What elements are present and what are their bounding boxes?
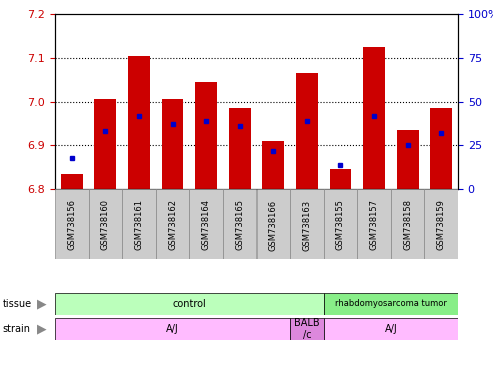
- Text: GSM738160: GSM738160: [101, 200, 110, 250]
- Bar: [195, 82, 217, 189]
- Bar: [128, 56, 150, 189]
- Text: GSM738161: GSM738161: [135, 200, 143, 250]
- Bar: [122, 189, 156, 259]
- Bar: [162, 99, 183, 189]
- Text: A/J: A/J: [385, 324, 397, 334]
- Bar: [290, 189, 324, 259]
- Bar: [55, 293, 324, 315]
- Bar: [229, 108, 250, 189]
- Text: GSM738156: GSM738156: [67, 200, 76, 250]
- Bar: [262, 141, 284, 189]
- Bar: [324, 293, 458, 315]
- Bar: [424, 189, 458, 259]
- Bar: [95, 99, 116, 189]
- Bar: [324, 318, 458, 340]
- Text: GSM738158: GSM738158: [403, 200, 412, 250]
- Text: ▶: ▶: [37, 323, 47, 336]
- Bar: [189, 189, 223, 259]
- Text: A/J: A/J: [166, 324, 179, 334]
- Bar: [55, 318, 290, 340]
- Bar: [156, 189, 189, 259]
- Bar: [256, 189, 290, 259]
- Bar: [324, 189, 357, 259]
- Bar: [55, 189, 89, 259]
- Bar: [223, 189, 256, 259]
- Text: ▶: ▶: [37, 298, 47, 311]
- Text: GSM738162: GSM738162: [168, 200, 177, 250]
- Bar: [89, 189, 122, 259]
- Bar: [296, 73, 318, 189]
- Bar: [363, 47, 385, 189]
- Text: GSM738163: GSM738163: [302, 200, 312, 251]
- Text: control: control: [173, 299, 206, 309]
- Text: GSM738164: GSM738164: [202, 200, 211, 250]
- Bar: [61, 174, 83, 189]
- Bar: [391, 189, 424, 259]
- Bar: [290, 318, 324, 340]
- Bar: [329, 169, 352, 189]
- Bar: [397, 130, 419, 189]
- Text: GSM738155: GSM738155: [336, 200, 345, 250]
- Text: GSM738165: GSM738165: [235, 200, 244, 250]
- Text: strain: strain: [2, 324, 31, 334]
- Bar: [357, 189, 391, 259]
- Text: GSM738166: GSM738166: [269, 200, 278, 251]
- Text: GSM738157: GSM738157: [370, 200, 379, 250]
- Text: GSM738159: GSM738159: [437, 200, 446, 250]
- Text: tissue: tissue: [2, 299, 32, 309]
- Bar: [430, 108, 452, 189]
- Text: rhabdomyosarcoma tumor: rhabdomyosarcoma tumor: [335, 300, 447, 308]
- Text: BALB
/c: BALB /c: [294, 318, 319, 340]
